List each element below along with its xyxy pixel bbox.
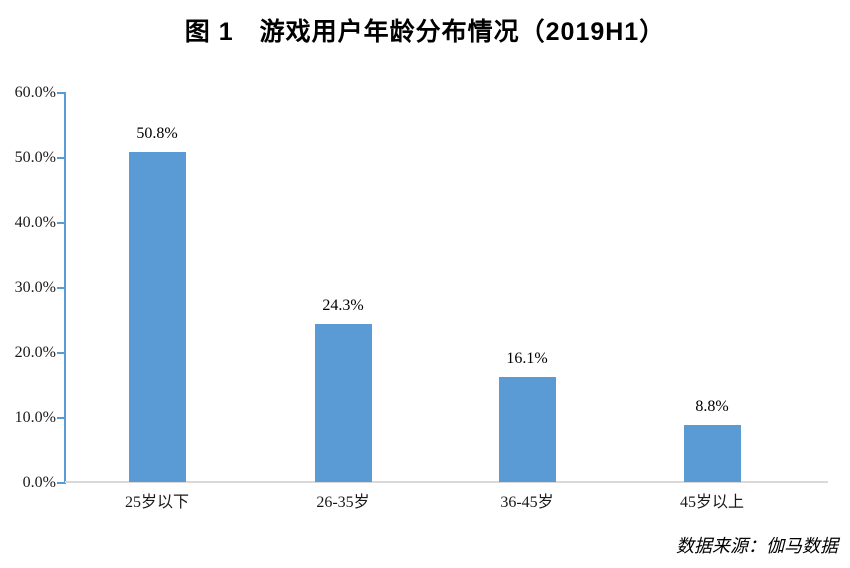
bar-value-label: 24.3% xyxy=(322,297,364,315)
y-axis-label: 20.0% xyxy=(14,344,56,361)
y-axis-line xyxy=(64,92,66,484)
x-axis-label: 36-45岁 xyxy=(500,494,554,511)
bar-26-35 xyxy=(314,324,372,482)
chart-title: 图 1 游戏用户年龄分布情况（2019H1） xyxy=(184,18,666,46)
bar-group-under-25: 50.8% xyxy=(97,82,217,482)
y-axis-tick xyxy=(57,157,64,159)
bar-under-25 xyxy=(128,151,186,482)
bar-over-45 xyxy=(683,424,741,482)
bar-value-label: 8.8% xyxy=(695,397,729,415)
x-axis-line xyxy=(65,481,828,483)
y-axis-tick xyxy=(57,352,64,354)
bar-value-label: 50.8% xyxy=(136,124,178,142)
y-axis-label: 30.0% xyxy=(14,279,56,296)
bar-value-label: 16.1% xyxy=(506,350,548,368)
source-note: 数据来源：伽马数据 xyxy=(676,536,838,556)
y-axis-tick xyxy=(57,287,64,289)
y-axis-label: 50.0% xyxy=(14,149,56,166)
bar-group-36-45: 16.1% xyxy=(467,82,587,482)
x-axis-label: 25岁以下 xyxy=(124,494,189,511)
y-axis-tick xyxy=(57,92,64,94)
y-axis-label: 10.0% xyxy=(14,409,56,426)
y-axis-label: 60.0% xyxy=(14,84,56,101)
y-axis-tick xyxy=(57,222,64,224)
x-axis-label: 45岁以上 xyxy=(679,494,744,511)
x-axis-label: 26-35岁 xyxy=(316,494,370,511)
y-axis-tick xyxy=(57,417,64,419)
bar-group-over-45: 8.8% xyxy=(652,82,772,482)
bar-36-45 xyxy=(498,377,556,482)
y-axis-label: 0.0% xyxy=(22,474,56,491)
y-axis-label: 40.0% xyxy=(14,214,56,231)
y-axis-tick xyxy=(57,482,64,484)
bar-group-26-35: 24.3% xyxy=(283,82,403,482)
